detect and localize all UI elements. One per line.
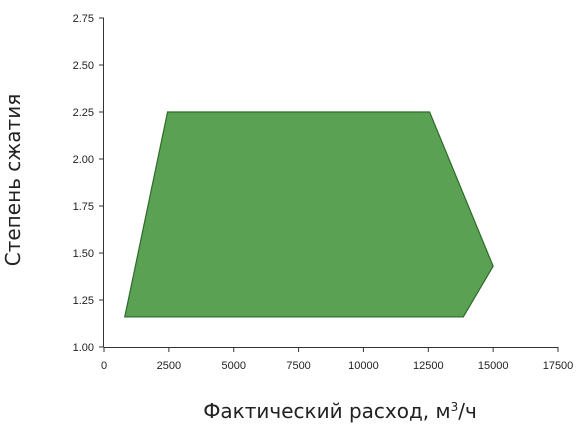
x-tick-label: 0 [101,360,107,372]
y-tick-label: 2.50 [73,60,94,72]
x-axis-ticks: 0 2500 5000 7500 10000 12500 15000 17500 [101,347,573,372]
y-tick-label: 2.00 [73,154,94,166]
y-tick-label: 2.25 [73,107,94,119]
y-axis-label: Степень сжатия [1,94,25,266]
y-axis-ticks: 1.00 1.25 1.50 1.75 2.00 2.25 2.50 2.75 [73,13,104,354]
operating-area [124,111,494,318]
x-tick-label: 10000 [348,360,379,372]
y-tick-label: 1.50 [73,248,94,260]
x-tick-label: 7500 [286,360,310,372]
x-axis-label: Фактический расход, м3/ч [203,399,477,423]
x-tick-label: 12500 [413,360,444,372]
x-tick-label: 5000 [221,360,245,372]
x-tick-label: 17500 [543,360,574,372]
plot-area [124,111,494,318]
y-tick-label: 1.25 [73,295,94,307]
y-tick-label: 1.00 [73,342,94,354]
x-tick-label: 2500 [157,360,181,372]
y-tick-label: 2.75 [73,13,94,25]
x-tick-label: 15000 [478,360,509,372]
y-tick-label: 1.75 [73,201,94,213]
